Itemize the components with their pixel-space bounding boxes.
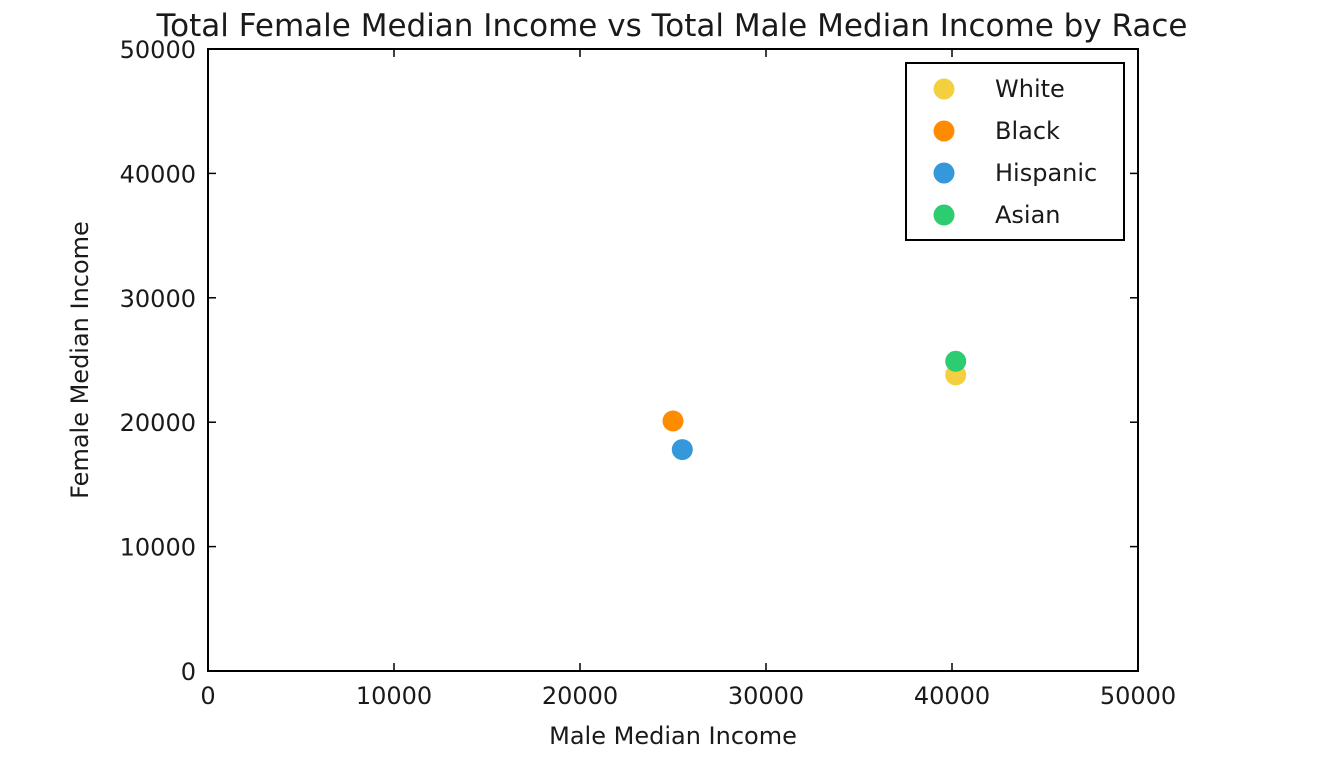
legend: White Black Hispanic Asian [905,62,1125,241]
x-tick-label: 30000 [728,682,804,710]
chart-title: Total Female Median Income vs Total Male… [156,8,1188,44]
legend-marker [933,162,955,184]
y-tick-label: 10000 [120,534,196,562]
y-tick-label: 30000 [120,285,196,313]
x-tick-label: 40000 [914,682,990,710]
tick-labels-layer: 0 10000 20000 30000 40000 50000 0 10000 20000 300… [120,36,1177,710]
legend-label: Asian [995,201,1061,229]
data-point-hispanic [671,439,693,461]
legend-item-asian: Asian [933,201,1061,229]
y-tick-label: 0 [181,658,196,686]
x-tick-label: 0 [200,682,215,710]
legend-marker [933,204,955,226]
x-axis-label: Male Median Income [549,722,797,750]
x-tick-label: 20000 [542,682,618,710]
plot-frame [207,48,1139,672]
legend-label: Black [995,117,1060,145]
y-tick-label: 20000 [120,409,196,437]
legend-label: Hispanic [995,159,1097,187]
y-tick-label: 50000 [120,36,196,64]
points-layer [662,350,967,461]
legend-items: White Black Hispanic Asian [933,75,1097,229]
legend-marker [933,120,955,142]
legend-item-white: White [933,75,1065,103]
y-tick-label: 40000 [120,160,196,188]
data-point-asian [945,350,967,372]
legend-label: White [995,75,1065,103]
data-point-black [662,410,684,432]
legend-marker [933,78,955,100]
legend-item-hispanic: Hispanic [933,159,1097,187]
legend-item-black: Black [933,117,1060,145]
y-axis-label: Female Median Income [66,221,94,499]
x-tick-label: 50000 [1100,682,1176,710]
x-tick-label: 10000 [356,682,432,710]
